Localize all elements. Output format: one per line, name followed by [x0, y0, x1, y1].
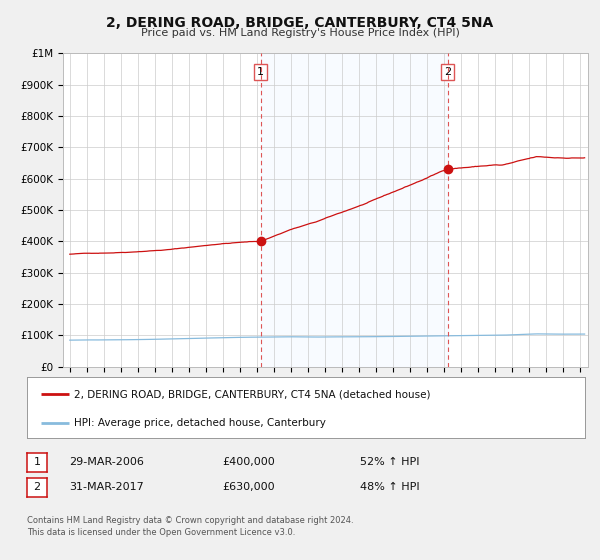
Text: 1: 1 [34, 458, 40, 467]
Text: 2: 2 [444, 67, 451, 77]
Text: 52% ↑ HPI: 52% ↑ HPI [360, 457, 419, 467]
Text: 2, DERING ROAD, BRIDGE, CANTERBURY, CT4 5NA: 2, DERING ROAD, BRIDGE, CANTERBURY, CT4 … [106, 16, 494, 30]
Text: Price paid vs. HM Land Registry's House Price Index (HPI): Price paid vs. HM Land Registry's House … [140, 28, 460, 38]
Bar [261, 53, 448, 367]
Text: 48% ↑ HPI: 48% ↑ HPI [360, 482, 419, 492]
Text: £630,000: £630,000 [222, 482, 275, 492]
Text: 29-MAR-2006: 29-MAR-2006 [69, 457, 144, 467]
Text: HPI: Average price, detached house, Canterbury: HPI: Average price, detached house, Cant… [74, 418, 326, 428]
Text: 31-MAR-2017: 31-MAR-2017 [69, 482, 144, 492]
Text: Contains HM Land Registry data © Crown copyright and database right 2024.
This d: Contains HM Land Registry data © Crown c… [27, 516, 353, 537]
Text: £400,000: £400,000 [222, 457, 275, 467]
Text: 2, DERING ROAD, BRIDGE, CANTERBURY, CT4 5NA (detached house): 2, DERING ROAD, BRIDGE, CANTERBURY, CT4 … [74, 389, 431, 399]
Text: 2: 2 [34, 483, 40, 492]
Text: 1: 1 [257, 67, 264, 77]
